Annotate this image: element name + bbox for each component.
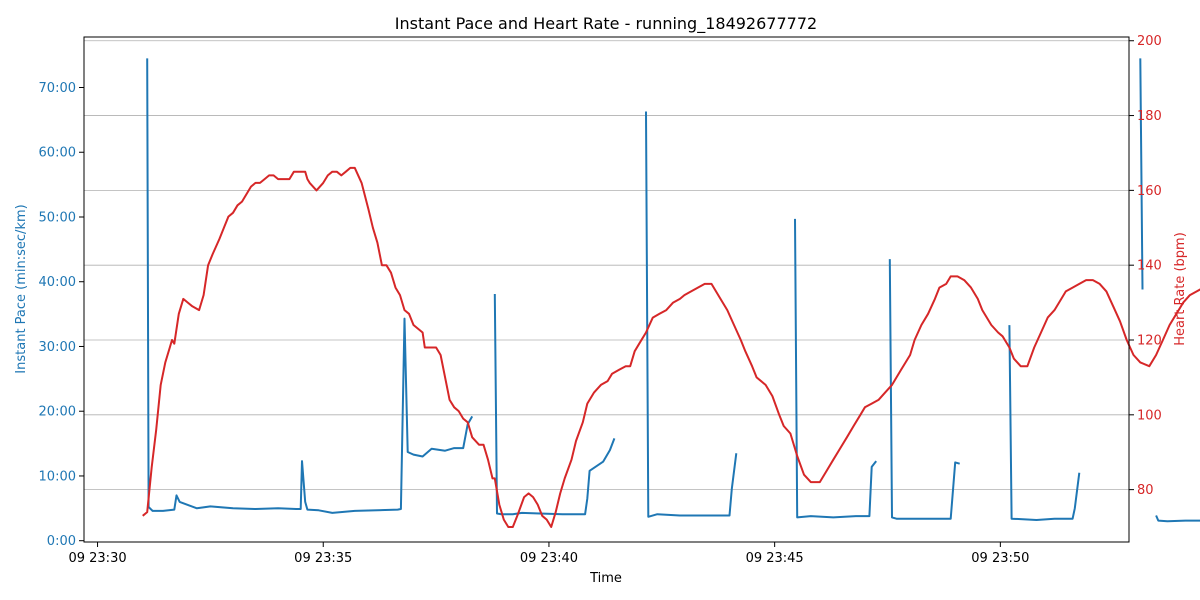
left-y-tick-label: 10:00: [39, 469, 76, 484]
left-y-axis-ticks: 0:00 10:00 20:00 30:00 40:00 50:00 60:00 70:00: [39, 81, 84, 549]
right-y-tick-label: 120: [1137, 334, 1162, 349]
left-y-tick-label: 60:00: [39, 146, 76, 161]
gridlines: [84, 40, 1129, 491]
left-y-tick-label: 50:00: [39, 210, 76, 225]
right-y-tick-label: 140: [1137, 259, 1162, 274]
x-tick-label: 09 23:40: [520, 551, 578, 566]
left-y-tick-label: 30:00: [39, 340, 76, 355]
left-y-axis-label: Instant Pace (min:sec/km): [14, 204, 29, 373]
left-y-tick-label: 20:00: [39, 405, 76, 420]
right-y-axis-ticks: 80 100 120 140 160 180 200: [1129, 34, 1162, 498]
x-tick-label: 09 23:50: [971, 551, 1029, 566]
left-y-tick-label: 70:00: [39, 81, 76, 96]
x-axis-label: Time: [589, 571, 622, 586]
x-axis-ticks: 09 23:30 09 23:35 09 23:40 09 23:45 09 23:50: [68, 542, 1029, 566]
x-tick-label: 09 23:30: [68, 551, 126, 566]
left-y-tick-label: 40:00: [39, 275, 76, 290]
right-y-axis-label: Heart Rate (bpm): [1173, 232, 1188, 346]
right-y-tick-label: 180: [1137, 109, 1162, 124]
left-y-tick-label: 0:00: [47, 534, 76, 549]
chart-title: Instant Pace and Heart Rate - running_18…: [395, 14, 817, 34]
series-layer: [142, 58, 1200, 528]
pace-series-line: [146, 58, 1200, 523]
right-y-tick-label: 80: [1137, 483, 1154, 498]
x-tick-label: 09 23:35: [294, 551, 352, 566]
heart-rate-series-line: [142, 166, 1200, 528]
right-y-tick-label: 200: [1137, 34, 1162, 49]
right-y-tick-label: 160: [1137, 184, 1162, 199]
right-y-tick-label: 100: [1137, 408, 1162, 423]
x-tick-label: 09 23:45: [746, 551, 804, 566]
plot-area-frame: [83, 36, 1130, 543]
